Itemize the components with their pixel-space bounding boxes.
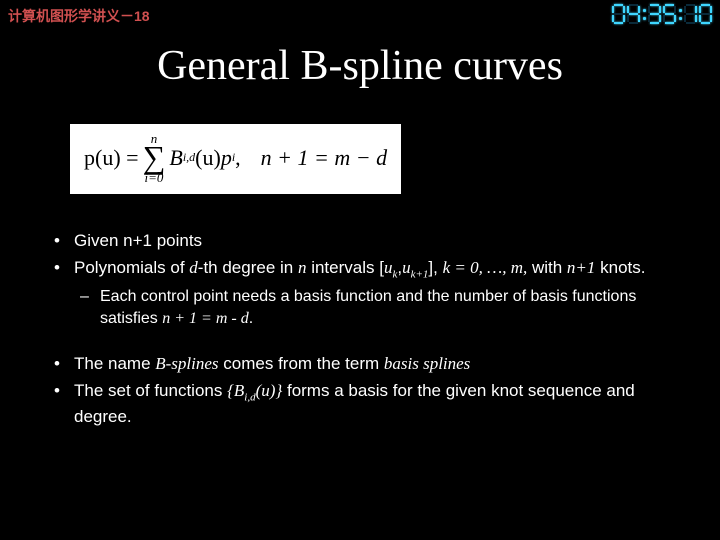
- timer-digit: [612, 4, 625, 24]
- bullet-item: The name B-splines comes from the term b…: [54, 353, 680, 376]
- formula-B: B: [169, 145, 182, 171]
- timer-digit: [648, 4, 661, 24]
- bullet-item: Polynomials of d-th degree in n interval…: [54, 257, 680, 282]
- formula-B-arg: (u): [195, 145, 221, 171]
- bullet-text: {: [227, 381, 234, 400]
- bullet-text: The name: [74, 354, 155, 373]
- bullet-item: Given n+1 points: [54, 230, 680, 253]
- formula-comma: ,: [235, 145, 241, 171]
- formula-lhs: p(u) =: [84, 145, 139, 171]
- bullet-text: knots.: [595, 258, 645, 277]
- timer-minutes: [648, 4, 676, 24]
- bullet-text: B-splines: [155, 354, 218, 373]
- bullet-text: d: [189, 258, 198, 277]
- sigma-icon: ∑: [143, 145, 166, 171]
- bullet-text: B: [234, 381, 244, 400]
- slide-title: General B-spline curves: [0, 42, 720, 90]
- bullet-text: u: [402, 258, 411, 277]
- sub-bullet-item: Each control point needs a basis functio…: [54, 286, 680, 329]
- bullet-text: k = 0, …, m,: [443, 258, 528, 277]
- bullet-item: The set of functions {Bi,d(u)} forms a b…: [54, 380, 680, 428]
- bullet-text: comes from the term: [219, 354, 384, 373]
- bullet-text: with: [527, 258, 567, 277]
- timer-digit: [627, 4, 640, 24]
- bullet-text: n + 1 = m - d: [162, 310, 248, 327]
- timer-hours: [612, 4, 640, 24]
- timer-colon: [678, 4, 682, 24]
- timer-colon: [642, 4, 646, 24]
- bullet-text: i,d: [244, 392, 255, 404]
- timer-digit: [663, 4, 676, 24]
- bullet-text: (u): [256, 381, 276, 400]
- timer-digit: [699, 4, 712, 24]
- sum-lower: i=0: [145, 171, 164, 184]
- bullet-text: Polynomials of: [74, 258, 189, 277]
- bullet-text: The set of functions: [74, 381, 227, 400]
- summation-symbol: n ∑ i=0: [143, 132, 166, 184]
- formula-B-sub: i,d: [183, 150, 195, 165]
- formula-rhs: n + 1 = m − d: [261, 145, 387, 171]
- timer-seconds: [684, 4, 712, 24]
- formula-p: p: [221, 145, 232, 171]
- bullet-text: intervals [: [306, 258, 383, 277]
- bullet-text: -th degree in: [198, 258, 298, 277]
- timer-digit: [684, 4, 697, 24]
- formula-box: p(u) = n ∑ i=0 Bi,d(u)pi , n + 1 = m − d: [70, 124, 401, 194]
- bullet-text: .: [249, 310, 253, 327]
- digital-timer: [612, 4, 712, 24]
- lecture-header-label: 计算机图形学讲义－18: [8, 6, 150, 26]
- bullet-text: ],: [428, 258, 442, 277]
- bullet-text: k+1: [411, 268, 429, 280]
- bullet-text: n+1: [567, 258, 595, 277]
- slide-body: Given n+1 points Polynomials of d-th deg…: [54, 230, 680, 432]
- bullet-text: basis splines: [384, 354, 470, 373]
